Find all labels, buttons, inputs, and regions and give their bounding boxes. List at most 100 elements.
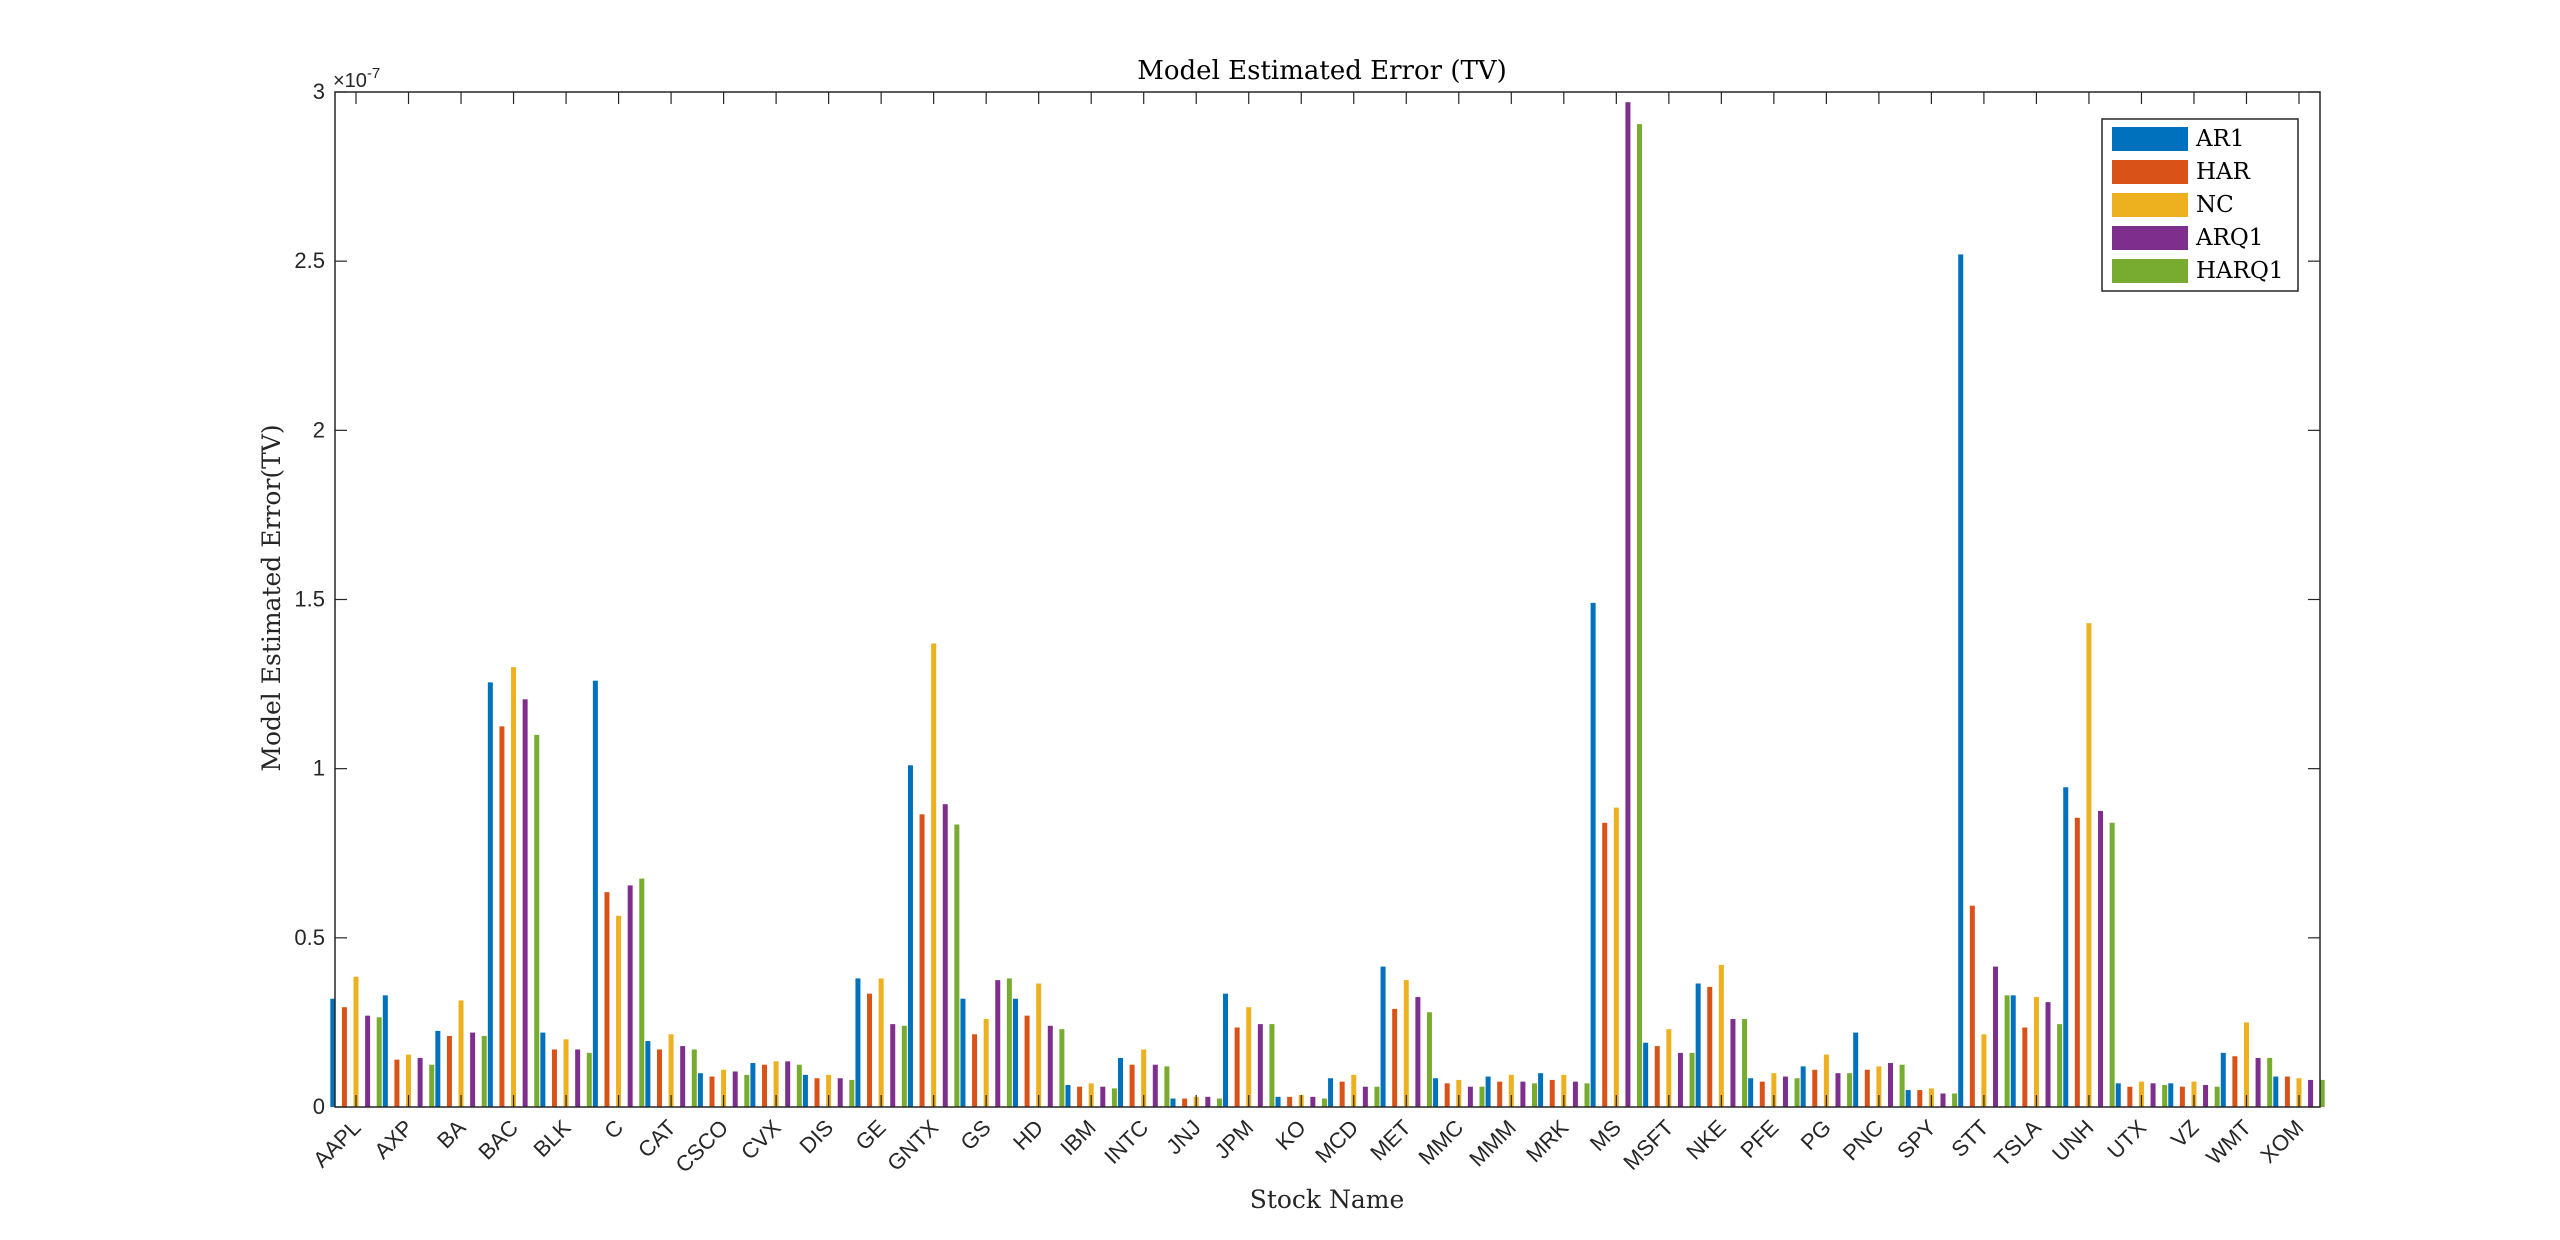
bar-csco-nc bbox=[721, 1069, 727, 1107]
x-tick-label: MCD bbox=[1310, 1115, 1363, 1168]
bar-mmc-arq1 bbox=[1467, 1086, 1473, 1107]
bar-bac-harq1 bbox=[534, 734, 540, 1107]
bar-dis-ar1 bbox=[802, 1074, 808, 1107]
bar-mrk-ar1 bbox=[1538, 1073, 1544, 1107]
bar-aapl-har bbox=[341, 1007, 347, 1107]
bar-pg-ar1 bbox=[1800, 1066, 1806, 1107]
bar-cvx-arq1 bbox=[785, 1061, 791, 1107]
bar-mmc-ar1 bbox=[1433, 1078, 1439, 1107]
bar-axp-nc bbox=[406, 1054, 412, 1107]
bar-xom-harq1 bbox=[2319, 1079, 2325, 1107]
legend-label-ar1: AR1 bbox=[2195, 126, 2245, 152]
bar-ge-nc bbox=[878, 978, 884, 1107]
plot-area-frame bbox=[334, 91, 2321, 1108]
bar-cvx-har bbox=[762, 1064, 768, 1107]
bar-ibm-harq1 bbox=[1111, 1088, 1117, 1107]
y-exponent-power: -7 bbox=[367, 65, 380, 82]
bar-blk-har bbox=[551, 1049, 557, 1107]
x-tick-label: BLK bbox=[529, 1115, 576, 1162]
x-tick-label: NKE bbox=[1681, 1115, 1731, 1165]
bar-mmm-har bbox=[1497, 1081, 1503, 1108]
bar-ge-arq1 bbox=[890, 1024, 896, 1107]
bar-aapl-harq1 bbox=[376, 1017, 382, 1107]
bar-utx-harq1 bbox=[2162, 1085, 2168, 1107]
bar-jpm-harq1 bbox=[1269, 1024, 1275, 1107]
bar-unh-harq1 bbox=[2109, 822, 2115, 1107]
bar-stt-ar1 bbox=[1958, 254, 1964, 1107]
bar-utx-arq1 bbox=[2150, 1083, 2156, 1107]
x-tick-label: JPM bbox=[1209, 1115, 1258, 1164]
bar-aapl-ar1 bbox=[330, 998, 336, 1107]
bar-unh-har bbox=[2074, 817, 2080, 1107]
bar-vz-arq1 bbox=[2203, 1085, 2209, 1107]
y-axis-label: Model Estimated Error(TV) bbox=[257, 424, 286, 771]
bar-pnc-har bbox=[1864, 1069, 1870, 1107]
bar-hd-arq1 bbox=[1047, 1025, 1053, 1107]
bar-xom-ar1 bbox=[2273, 1076, 2279, 1107]
x-tick-label: JNJ bbox=[1161, 1115, 1205, 1159]
legend-swatch-arq1 bbox=[2112, 226, 2188, 250]
bar-ba-arq1 bbox=[470, 1032, 476, 1107]
bar-axp-arq1 bbox=[417, 1057, 423, 1107]
x-tick-label: MSFT bbox=[1618, 1115, 1678, 1175]
bar-hd-har bbox=[1024, 1015, 1030, 1107]
bar-intc-nc bbox=[1141, 1049, 1147, 1107]
bar-dis-nc bbox=[826, 1074, 832, 1107]
bar-mmm-harq1 bbox=[1532, 1083, 1537, 1107]
bar-stt-nc bbox=[1981, 1034, 1987, 1107]
bar-gs-arq1 bbox=[995, 980, 1001, 1108]
x-tick-label: PG bbox=[1796, 1115, 1836, 1155]
bar-gntx-ar1 bbox=[907, 765, 913, 1107]
bar-c-nc bbox=[616, 915, 622, 1107]
bar-jnj-harq1 bbox=[1216, 1098, 1222, 1107]
bar-jpm-arq1 bbox=[1257, 1024, 1263, 1107]
bar-mrk-harq1 bbox=[1584, 1083, 1590, 1107]
y-tick-labels: 0 0.5 1 1.5 2 2.5 3 bbox=[294, 79, 2320, 1119]
bar-tsla-nc bbox=[2033, 997, 2039, 1107]
bar-jnj-ar1 bbox=[1170, 1098, 1176, 1107]
bar-csco-harq1 bbox=[744, 1074, 750, 1107]
bar-jpm-ar1 bbox=[1223, 993, 1229, 1107]
y-exponent-base: ×10 bbox=[333, 70, 367, 92]
bar-tsla-arq1 bbox=[2045, 1002, 2051, 1107]
bar-ba-nc bbox=[458, 1000, 464, 1107]
bar-jpm-nc bbox=[1246, 1007, 1252, 1107]
bar-bac-ar1 bbox=[487, 682, 493, 1107]
x-tick-label: DIS bbox=[795, 1115, 839, 1159]
bar-met-nc bbox=[1403, 980, 1409, 1108]
bar-msft-har bbox=[1654, 1046, 1660, 1107]
bar-cat-ar1 bbox=[645, 1041, 651, 1107]
bar-csco-ar1 bbox=[697, 1073, 703, 1107]
bar-gs-har bbox=[972, 1034, 978, 1107]
bar-xom-har bbox=[2284, 1076, 2290, 1107]
bar-intc-har bbox=[1129, 1064, 1135, 1107]
x-tick-label: UNH bbox=[2047, 1115, 2098, 1166]
x-tick-label: AXP bbox=[369, 1115, 418, 1164]
x-tick-label: C bbox=[599, 1115, 628, 1144]
bar-spy-har bbox=[1917, 1090, 1923, 1107]
bar-utx-ar1 bbox=[2115, 1083, 2121, 1107]
x-tick-label: HD bbox=[1008, 1115, 1048, 1155]
bar-ge-har bbox=[867, 993, 873, 1107]
bar-c-arq1 bbox=[627, 885, 633, 1107]
bar-wmt-nc bbox=[2243, 1022, 2249, 1107]
x-axis-label: Stock Name bbox=[1250, 1185, 1405, 1214]
legend: AR1 HAR NC ARQ1 HARQ1 bbox=[2101, 118, 2299, 292]
legend-label-harq1: HARQ1 bbox=[2196, 258, 2283, 284]
y-tick-label: 1.5 bbox=[294, 587, 325, 612]
bar-cat-harq1 bbox=[691, 1049, 697, 1107]
bar-gntx-harq1 bbox=[954, 824, 960, 1107]
x-tick-label: MET bbox=[1365, 1115, 1416, 1166]
legend-swatch-nc bbox=[2112, 193, 2188, 217]
x-tick-label: XOM bbox=[2255, 1115, 2308, 1168]
bar-mrk-har bbox=[1549, 1079, 1555, 1107]
x-tick-label: MMM bbox=[1464, 1115, 1521, 1172]
bar-unh-nc bbox=[2086, 623, 2092, 1107]
y-tick-label: 2.5 bbox=[294, 248, 325, 273]
x-tick-label: AAPL bbox=[308, 1115, 365, 1172]
bar-ms-nc bbox=[1613, 807, 1619, 1107]
bar-aapl-arq1 bbox=[365, 1015, 371, 1107]
bar-mmm-ar1 bbox=[1485, 1076, 1491, 1107]
x-tick-label: MMC bbox=[1413, 1115, 1468, 1170]
